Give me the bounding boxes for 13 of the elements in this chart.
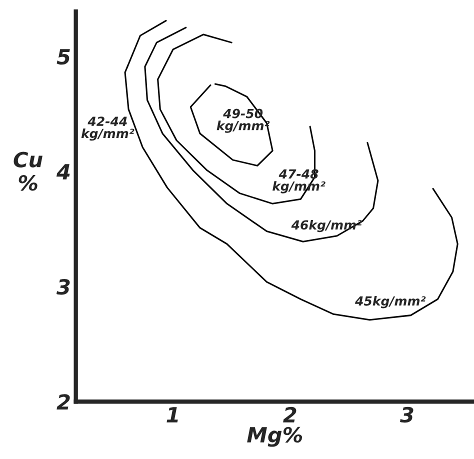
y-tick-label: 3	[56, 278, 70, 295]
x-tick-label: 3	[400, 406, 414, 423]
line-series	[190, 83, 274, 166]
annotation: 42-44 kg/mm²	[81, 116, 134, 141]
x-tick-label: 2	[283, 406, 296, 422]
y-tick-label: 4	[56, 164, 70, 180]
x-axis-title: Mg%	[247, 426, 302, 447]
y-axis-title: Cu %	[14, 152, 42, 191]
series-label: 45kg/mm²	[355, 296, 426, 308]
y-tick-label: 5	[56, 49, 70, 65]
line-series	[144, 26, 379, 242]
x-tick-label: 1	[166, 407, 178, 422]
y-tick-label: 2	[56, 394, 70, 410]
